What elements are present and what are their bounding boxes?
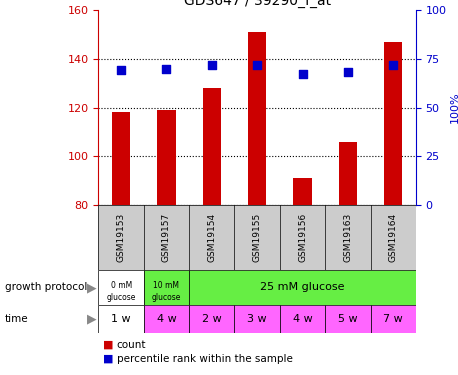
Bar xyxy=(234,305,280,333)
Title: GDS647 / 39290_f_at: GDS647 / 39290_f_at xyxy=(184,0,331,8)
Text: glucose: glucose xyxy=(152,294,181,303)
Text: 4 w: 4 w xyxy=(157,314,176,324)
Point xyxy=(208,62,215,68)
Bar xyxy=(384,42,402,205)
Text: ▶: ▶ xyxy=(87,281,97,294)
Text: GSM19157: GSM19157 xyxy=(162,213,171,262)
Text: GSM19155: GSM19155 xyxy=(253,213,262,262)
Bar xyxy=(280,305,325,333)
Text: count: count xyxy=(117,340,146,350)
Text: 4 w: 4 w xyxy=(293,314,312,324)
Text: ■: ■ xyxy=(103,340,114,350)
Bar xyxy=(294,178,311,205)
Text: GSM19156: GSM19156 xyxy=(298,213,307,262)
Point xyxy=(254,62,261,68)
Bar xyxy=(144,270,189,305)
Text: GSM19154: GSM19154 xyxy=(207,213,216,262)
Bar xyxy=(371,305,416,333)
Bar xyxy=(248,32,266,205)
Text: 10 mM: 10 mM xyxy=(153,281,180,290)
Text: ▶: ▶ xyxy=(87,312,97,326)
Text: 1 w: 1 w xyxy=(111,314,131,324)
Y-axis label: 100%: 100% xyxy=(449,92,458,123)
Text: GSM19163: GSM19163 xyxy=(344,213,352,262)
Bar xyxy=(112,112,130,205)
Bar xyxy=(325,305,371,333)
Text: GSM19164: GSM19164 xyxy=(389,213,398,262)
Text: GSM19153: GSM19153 xyxy=(117,213,125,262)
Bar xyxy=(144,305,189,333)
Text: 7 w: 7 w xyxy=(383,314,403,324)
Point xyxy=(117,68,125,74)
Text: 5 w: 5 w xyxy=(338,314,358,324)
Point xyxy=(344,69,352,75)
Bar xyxy=(98,270,144,305)
Text: 25 mM glucose: 25 mM glucose xyxy=(260,282,345,292)
Point xyxy=(389,62,397,68)
Text: glucose: glucose xyxy=(106,294,136,303)
Bar xyxy=(203,88,221,205)
Text: 3 w: 3 w xyxy=(247,314,267,324)
Text: 0 mM: 0 mM xyxy=(110,281,132,290)
Bar xyxy=(158,110,175,205)
Text: percentile rank within the sample: percentile rank within the sample xyxy=(117,354,293,364)
Point xyxy=(163,66,170,72)
Bar xyxy=(189,305,234,333)
Text: time: time xyxy=(5,314,28,324)
Bar xyxy=(98,305,144,333)
Bar xyxy=(189,270,416,305)
Text: 2 w: 2 w xyxy=(202,314,222,324)
Bar xyxy=(339,142,357,205)
Text: growth protocol: growth protocol xyxy=(5,282,87,292)
Text: ■: ■ xyxy=(103,354,114,364)
Point xyxy=(299,71,306,77)
